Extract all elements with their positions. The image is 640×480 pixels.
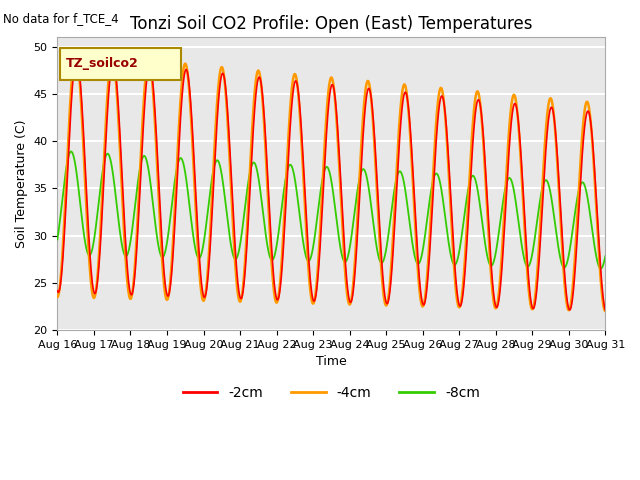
Text: No data for f_TCE_4: No data for f_TCE_4 <box>3 12 119 25</box>
Legend: -2cm, -4cm, -8cm: -2cm, -4cm, -8cm <box>177 380 486 405</box>
Text: TZ_soilco2: TZ_soilco2 <box>66 57 138 70</box>
Title: Tonzi Soil CO2 Profile: Open (East) Temperatures: Tonzi Soil CO2 Profile: Open (East) Temp… <box>130 15 532 33</box>
X-axis label: Time: Time <box>316 355 347 368</box>
FancyBboxPatch shape <box>60 48 180 80</box>
Y-axis label: Soil Temperature (C): Soil Temperature (C) <box>15 120 28 248</box>
